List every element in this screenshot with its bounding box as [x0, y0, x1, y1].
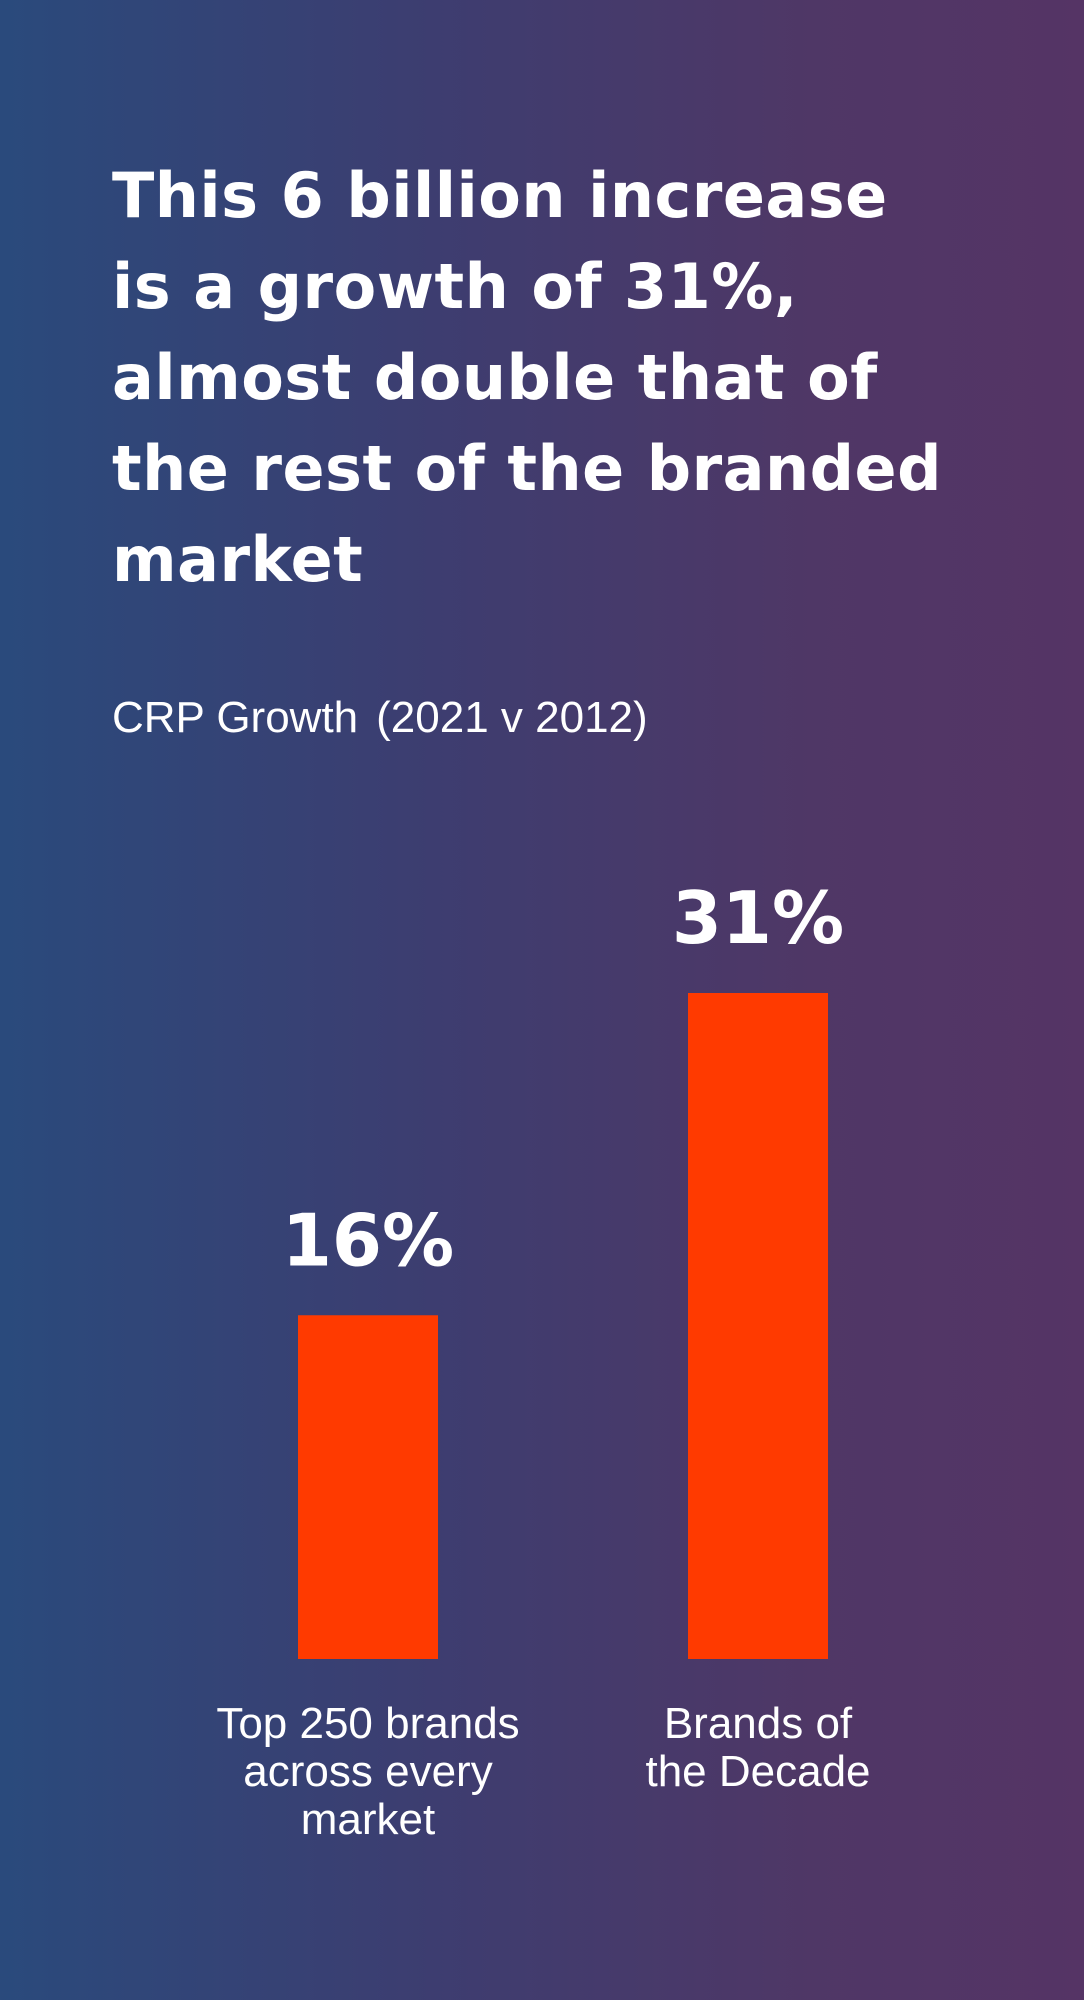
chart-title-text: CRP Growth [112, 693, 359, 742]
category-label-line: market [300, 1795, 436, 1844]
chart-title: CRP Growth (2021 v 2012) [112, 688, 648, 748]
category-label-line: Brands of [663, 1699, 853, 1748]
headline-line: is a growth of 31%, [112, 250, 798, 323]
chart-subtitle: (2021 v 2012) [376, 693, 648, 742]
category-label-top-250-brands: Top 250 brands across every market [178, 1700, 558, 1844]
headline-line: the rest of the branded [112, 432, 942, 505]
bar-value-label-1: 31% [672, 876, 844, 960]
bar-value-label-0: 16% [282, 1198, 454, 1282]
category-label-line: across every [243, 1747, 493, 1796]
category-label-brands-of-the-decade: Brands of the Decade [568, 1700, 948, 1796]
headline: This 6 billion increase is a growth of 3… [112, 150, 1012, 605]
headline-line: market [112, 523, 364, 596]
category-label-line: Top 250 brands [216, 1699, 520, 1748]
headline-line: This 6 billion increase [112, 159, 888, 232]
bar-0 [298, 1315, 438, 1659]
bar-1 [688, 993, 828, 1659]
headline-line: almost double that of [112, 341, 878, 414]
category-label-line: the Decade [645, 1747, 871, 1796]
